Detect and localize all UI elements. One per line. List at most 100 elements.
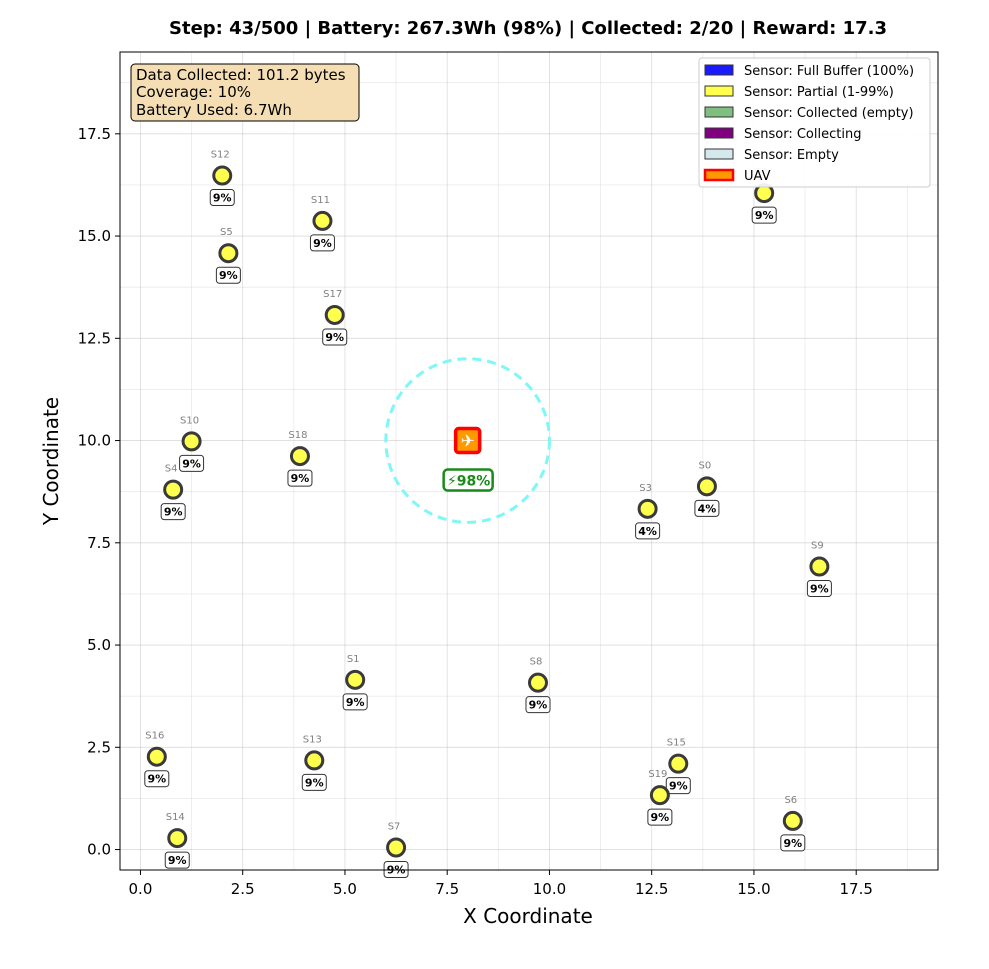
sensor-buffer-badge <box>694 499 720 517</box>
y-tick-label: 17.5 <box>78 125 111 143</box>
sensor-buffer-label: 9% <box>325 331 344 344</box>
legend-swatch <box>704 148 734 160</box>
sensor-s16: S16 9% <box>144 731 170 788</box>
legend-swatch <box>704 127 734 139</box>
sensor-id-label: S11 <box>311 195 330 206</box>
x-tick-label: 5.0 <box>333 880 357 898</box>
legend-label: Sensor: Collecting <box>744 127 861 142</box>
sensor-marker <box>146 746 167 767</box>
sensor-marker <box>167 828 188 849</box>
plot-area <box>120 52 938 870</box>
sensor-marker <box>163 479 184 500</box>
sensor-buffer-label: 4% <box>638 525 657 538</box>
x-tick-label: 12.5 <box>635 880 668 898</box>
sensor-id-label: S8 <box>530 657 543 668</box>
sensor-s10: S10 9% <box>179 415 205 472</box>
sensor-s3: S3 4% <box>635 483 661 540</box>
sensor-s4: S4 9% <box>160 464 186 521</box>
sensor-s12: S12 9% <box>209 150 235 207</box>
sensor-s6: S6 9% <box>780 795 806 852</box>
sensor-id-label: S7 <box>388 822 401 833</box>
sensor-s18: S18 9% <box>287 430 313 487</box>
sensor-marker <box>304 750 325 771</box>
x-axis-label: X Coordinate <box>463 904 593 928</box>
sensor-marker <box>218 243 239 264</box>
sensor-buffer-label: 9% <box>305 776 324 789</box>
y-tick-label: 0.0 <box>87 841 111 859</box>
sensor-buffer-badge <box>780 834 806 852</box>
sensor-buffer-badge <box>806 580 832 598</box>
sensor-buffer-badge <box>301 773 327 791</box>
legend-swatch <box>704 106 734 118</box>
sensor-id-label: S15 <box>667 738 686 749</box>
sensor-buffer-badge <box>160 503 186 521</box>
sensor-buffer-badge <box>751 206 777 224</box>
sensor-marker <box>386 837 407 858</box>
sensor-marker <box>345 669 366 690</box>
sensor-buffer-label: 9% <box>810 583 829 596</box>
sensor-buffer-label: 9% <box>164 506 183 519</box>
y-tick-label: 15.0 <box>78 227 111 245</box>
sensor-marker <box>181 431 202 452</box>
sensor-buffer-badge <box>647 808 673 826</box>
sensor-buffer-badge <box>179 454 205 472</box>
sensor-buffer-badge <box>309 234 335 252</box>
x-tick-label: 10.0 <box>533 880 566 898</box>
info-box-background <box>130 63 360 122</box>
y-tick-label: 5.0 <box>87 636 111 654</box>
info-coverage: Coverage: 10% <box>136 83 251 101</box>
legend-swatch <box>703 168 735 182</box>
sensor-id-label: S12 <box>211 150 230 161</box>
y-tick-label: 10.0 <box>78 432 111 450</box>
sensor-s1: S1 9% <box>342 654 368 711</box>
sensor-id-label: S19 <box>648 769 667 780</box>
sensor-id-label: S13 <box>303 734 322 745</box>
sensor-buffer-label: 9% <box>213 192 232 205</box>
x-tick-label: 15.0 <box>737 880 770 898</box>
legend-label: Sensor: Collected (empty) <box>744 106 914 121</box>
uav-range-circle <box>384 357 551 524</box>
sensor-marker <box>324 304 345 325</box>
uav-layer: ✈ ⚡98% <box>442 426 494 492</box>
x-tick-label: 2.5 <box>231 880 255 898</box>
sensor-s11: S11 9% <box>309 195 335 252</box>
sensor-buffer-badge <box>287 469 313 487</box>
legend-label: UAV <box>744 169 771 184</box>
sensor-buffer-badge <box>322 328 348 346</box>
sensor-buffer-label: 9% <box>529 699 548 712</box>
sensor-s15: S15 9% <box>665 738 691 795</box>
sensor-id-label: S3 <box>639 483 652 494</box>
sensor-s0: S0 4% <box>694 460 720 517</box>
sensor-id-label: S17 <box>323 289 342 300</box>
sensor-buffer-label: 9% <box>313 237 332 250</box>
sensor-marker <box>212 165 233 186</box>
sensor-s5: S5 9% <box>215 227 241 284</box>
sensor-buffer-label: 9% <box>219 269 238 282</box>
y-tick-label: 7.5 <box>87 534 111 552</box>
sensor-s17: S17 9% <box>322 289 348 346</box>
x-axis-ticks: 0.0 2.5 5.0 7.5 10.0 12.5 15.0 17.5 <box>129 870 873 898</box>
sensor-id-label: S9 <box>811 541 824 552</box>
sensor-id-label: S4 <box>165 464 178 475</box>
sensor-buffer-badge <box>525 696 551 714</box>
sensor-id-label: S14 <box>166 812 185 823</box>
sensor-marker <box>527 672 548 693</box>
sensor-marker <box>668 753 689 774</box>
sensor-s9: S9 9% <box>806 541 832 598</box>
sensor-marker <box>696 476 717 497</box>
sensor-marker <box>782 810 803 831</box>
legend-label: Sensor: Full Buffer (100%) <box>744 64 914 79</box>
sensor-layer: S04%S19%S29%S34%S49%S59%S69%S79%S89%S99%… <box>144 150 832 879</box>
sensor-id-label: S1 <box>347 654 360 665</box>
sensor-buffer-badge <box>215 266 241 284</box>
legend: Sensor: Full Buffer (100%) Sensor: Partia… <box>698 57 931 188</box>
sensor-s13: S13 9% <box>301 734 327 791</box>
legend-label: Sensor: Empty <box>744 148 839 163</box>
sensor-buffer-badge <box>342 693 368 711</box>
sensor-marker <box>649 785 670 806</box>
info-battery-used: Battery Used: 6.7Wh <box>136 101 292 119</box>
x-tick-label: 17.5 <box>839 880 872 898</box>
x-tick-label: 7.5 <box>435 880 459 898</box>
sensor-marker <box>637 498 658 519</box>
